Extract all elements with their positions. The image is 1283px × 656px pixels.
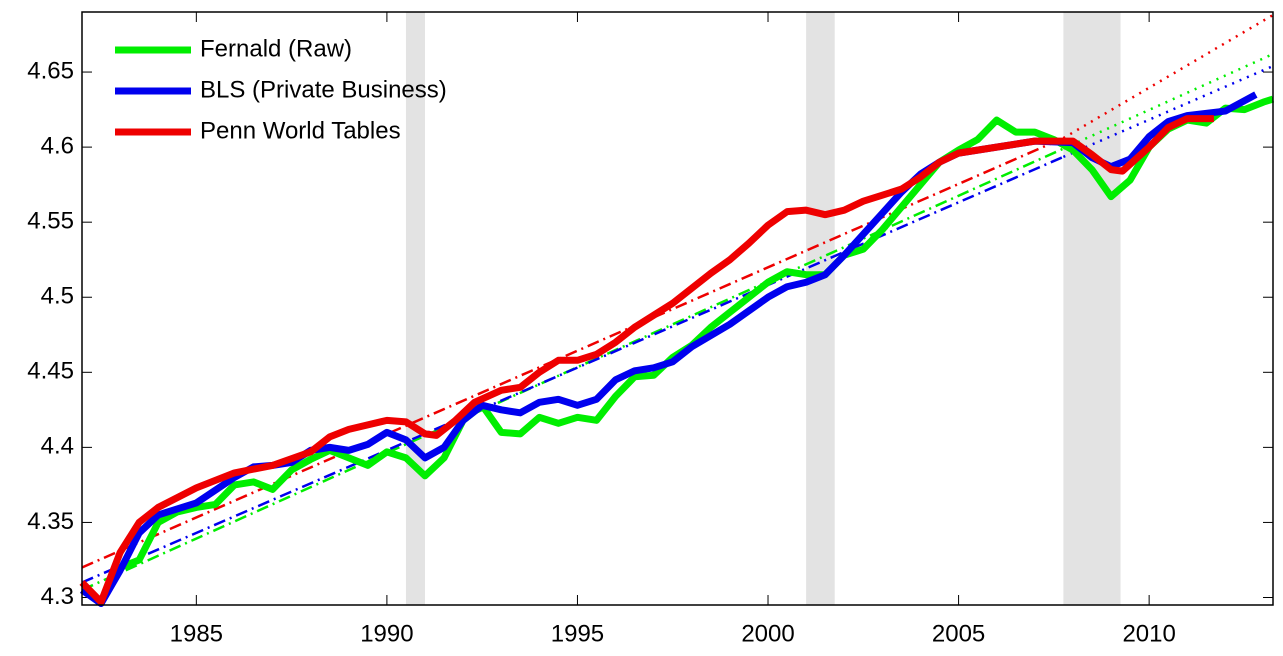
trend-line (1062, 13, 1274, 140)
x-tick-label: 1990 (360, 620, 413, 647)
legend-label: Penn World Tables (200, 117, 401, 144)
y-tick-label: 4.65 (27, 57, 74, 84)
y-tick-label: 4.55 (27, 208, 74, 235)
x-tick-label: 1985 (170, 620, 223, 647)
legend-label: Fernald (Raw) (200, 35, 352, 62)
y-tick-label: 4.4 (41, 433, 74, 460)
recession-band (806, 12, 835, 605)
x-tick-label: 1995 (551, 620, 604, 647)
y-tick-label: 4.5 (41, 283, 74, 310)
axes-frame (81, 11, 1274, 606)
x-tick-label: 2005 (932, 620, 985, 647)
y-tick-label: 4.3 (41, 583, 74, 610)
x-tick-label: 2000 (741, 620, 794, 647)
series-line (79, 115, 1214, 606)
trend-line (81, 155, 1064, 584)
recession-band (1063, 12, 1121, 605)
trend-line (81, 136, 1064, 569)
legend-label: BLS (Private Business) (200, 76, 447, 103)
y-tick-label: 4.6 (41, 132, 74, 159)
x-tick-label: 2010 (1122, 620, 1175, 647)
y-tick-label: 4.35 (27, 508, 74, 535)
y-tick-label: 4.45 (27, 358, 74, 385)
